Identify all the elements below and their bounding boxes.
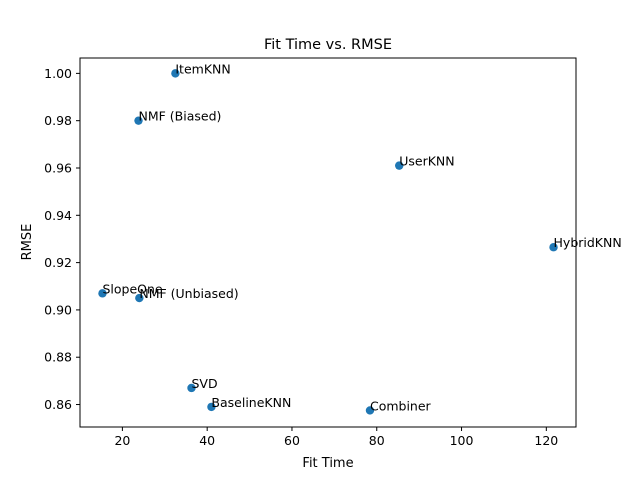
point-label: NMF (Biased) xyxy=(139,109,222,124)
point-label: ItemKNN xyxy=(175,61,230,76)
x-tick-label: 20 xyxy=(114,433,130,448)
x-tick-label: 60 xyxy=(284,433,300,448)
y-tick-label: 0.94 xyxy=(44,208,72,223)
x-tick-label: 40 xyxy=(199,433,215,448)
y-tick-label: 0.92 xyxy=(44,255,72,270)
data-point xyxy=(365,406,375,415)
data-point xyxy=(207,402,216,412)
point-label: UserKNN xyxy=(399,154,454,169)
point-label: NMF (Unbiased) xyxy=(139,286,238,301)
x-tick-label: 80 xyxy=(369,433,385,448)
chart-title: Fit Time vs. RMSE xyxy=(264,37,392,53)
data-point xyxy=(171,69,180,78)
y-tick-label: 1.00 xyxy=(44,66,72,81)
data-point xyxy=(395,161,404,170)
data-point xyxy=(98,289,107,298)
y-tick-label: 0.90 xyxy=(44,302,72,317)
y-tick-label: 0.98 xyxy=(44,113,72,128)
y-tick-label: 0.88 xyxy=(44,350,72,365)
y-tick-label: 0.96 xyxy=(44,160,72,175)
x-tick-label: 120 xyxy=(534,433,558,448)
data-point xyxy=(135,293,144,303)
point-label: Combiner xyxy=(370,398,432,413)
point-label: HybridKNN xyxy=(554,235,622,250)
y-tick-label: 0.86 xyxy=(44,397,72,412)
data-point xyxy=(134,116,143,125)
x-axis-label: Fit Time xyxy=(302,456,353,471)
data-point xyxy=(549,243,558,252)
plot-area: 20 40 60 80 100 120 0.86 0.88 0.90 0.92 0.94 0.96 0.… xyxy=(44,61,622,448)
data-point xyxy=(187,383,196,393)
point-label: SVD xyxy=(191,376,217,391)
x-tick-label: 100 xyxy=(450,433,474,448)
point-label: BaselineKNN xyxy=(211,395,291,410)
point-label: SlopeOne xyxy=(102,281,162,296)
axes-frame xyxy=(79,57,577,428)
y-axis-label: RMSE xyxy=(20,224,35,261)
